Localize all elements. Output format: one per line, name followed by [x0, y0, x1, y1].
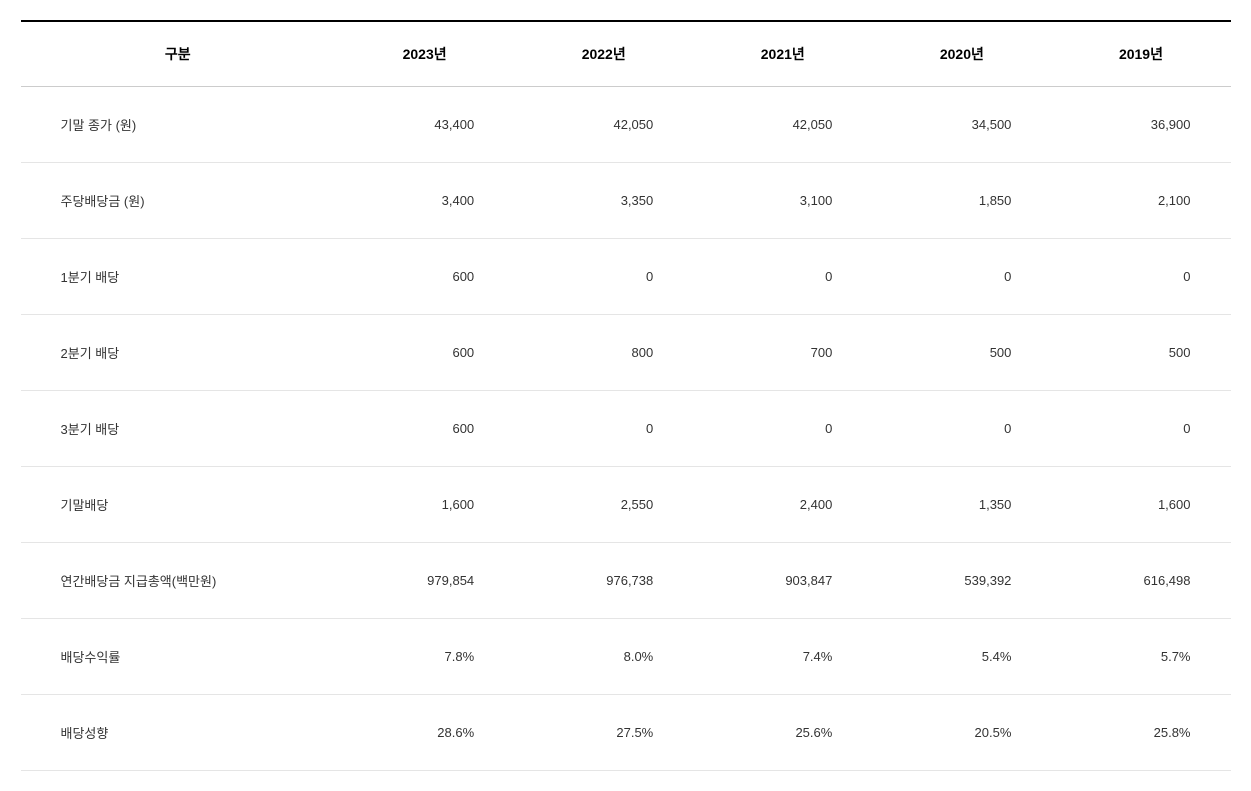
table-row: 기말 종가 (원)43,40042,05042,05034,50036,900	[21, 87, 1231, 163]
row-value: 979,854	[335, 543, 514, 619]
row-value: 500	[872, 315, 1051, 391]
row-value: 3,350	[514, 163, 693, 239]
row-value: 0	[693, 239, 872, 315]
table-row: 1분기 배당6000000	[21, 239, 1231, 315]
column-header-2019: 2019년	[1051, 21, 1230, 87]
row-value: 903,847	[693, 543, 872, 619]
column-header-2020: 2020년	[872, 21, 1051, 87]
table-row: 배당성향28.6%27.5%25.6%20.5%25.8%	[21, 695, 1231, 771]
row-value: 8.0%	[514, 619, 693, 695]
row-value: 3,100	[693, 163, 872, 239]
table-row: 주당배당금 (원)3,4003,3503,1001,8502,100	[21, 163, 1231, 239]
row-value: 0	[1051, 239, 1230, 315]
row-value: 600	[335, 315, 514, 391]
row-value: 27.5%	[514, 695, 693, 771]
table-row: 3분기 배당6000000	[21, 391, 1231, 467]
row-value: 3,400	[335, 163, 514, 239]
row-value: 0	[1051, 391, 1230, 467]
table-row: 배당수익률7.8%8.0%7.4%5.4%5.7%	[21, 619, 1231, 695]
row-value: 1,850	[872, 163, 1051, 239]
row-value: 976,738	[514, 543, 693, 619]
row-label: 기말 종가 (원)	[21, 87, 336, 163]
row-value: 600	[335, 391, 514, 467]
table-row: 연간배당금 지급총액(백만원)979,854976,738903,847539,…	[21, 543, 1231, 619]
row-value: 34,500	[872, 87, 1051, 163]
table-row: 기말배당1,6002,5502,4001,3501,600	[21, 467, 1231, 543]
row-value: 1,600	[335, 467, 514, 543]
row-value: 5.4%	[872, 619, 1051, 695]
row-value: 0	[872, 239, 1051, 315]
row-label: 1분기 배당	[21, 239, 336, 315]
row-value: 616,498	[1051, 543, 1230, 619]
row-value: 42,050	[693, 87, 872, 163]
column-header-category: 구분	[21, 21, 336, 87]
row-label: 기말배당	[21, 467, 336, 543]
row-value: 0	[693, 391, 872, 467]
row-label: 배당성향	[21, 695, 336, 771]
row-label: 연간배당금 지급총액(백만원)	[21, 543, 336, 619]
row-value: 25.6%	[693, 695, 872, 771]
column-header-2023: 2023년	[335, 21, 514, 87]
row-value: 2,550	[514, 467, 693, 543]
table-header: 구분 2023년 2022년 2021년 2020년 2019년	[21, 21, 1231, 87]
row-label: 배당수익률	[21, 619, 336, 695]
row-label: 2분기 배당	[21, 315, 336, 391]
row-value: 2,100	[1051, 163, 1230, 239]
table-header-row: 구분 2023년 2022년 2021년 2020년 2019년	[21, 21, 1231, 87]
row-label: 주당배당금 (원)	[21, 163, 336, 239]
row-value: 5.7%	[1051, 619, 1230, 695]
row-value: 42,050	[514, 87, 693, 163]
row-value: 0	[872, 391, 1051, 467]
row-value: 600	[335, 239, 514, 315]
row-value: 36,900	[1051, 87, 1230, 163]
dividend-table: 구분 2023년 2022년 2021년 2020년 2019년 기말 종가 (…	[21, 20, 1231, 771]
row-value: 500	[1051, 315, 1230, 391]
row-value: 1,600	[1051, 467, 1230, 543]
row-value: 700	[693, 315, 872, 391]
row-value: 2,400	[693, 467, 872, 543]
table-body: 기말 종가 (원)43,40042,05042,05034,50036,900주…	[21, 87, 1231, 771]
row-label: 3분기 배당	[21, 391, 336, 467]
row-value: 0	[514, 391, 693, 467]
column-header-2022: 2022년	[514, 21, 693, 87]
row-value: 1,350	[872, 467, 1051, 543]
row-value: 0	[514, 239, 693, 315]
column-header-2021: 2021년	[693, 21, 872, 87]
row-value: 28.6%	[335, 695, 514, 771]
row-value: 800	[514, 315, 693, 391]
row-value: 539,392	[872, 543, 1051, 619]
row-value: 20.5%	[872, 695, 1051, 771]
table-row: 2분기 배당600800700500500	[21, 315, 1231, 391]
row-value: 43,400	[335, 87, 514, 163]
row-value: 25.8%	[1051, 695, 1230, 771]
row-value: 7.8%	[335, 619, 514, 695]
dividend-table-container: 구분 2023년 2022년 2021년 2020년 2019년 기말 종가 (…	[21, 20, 1231, 771]
row-value: 7.4%	[693, 619, 872, 695]
